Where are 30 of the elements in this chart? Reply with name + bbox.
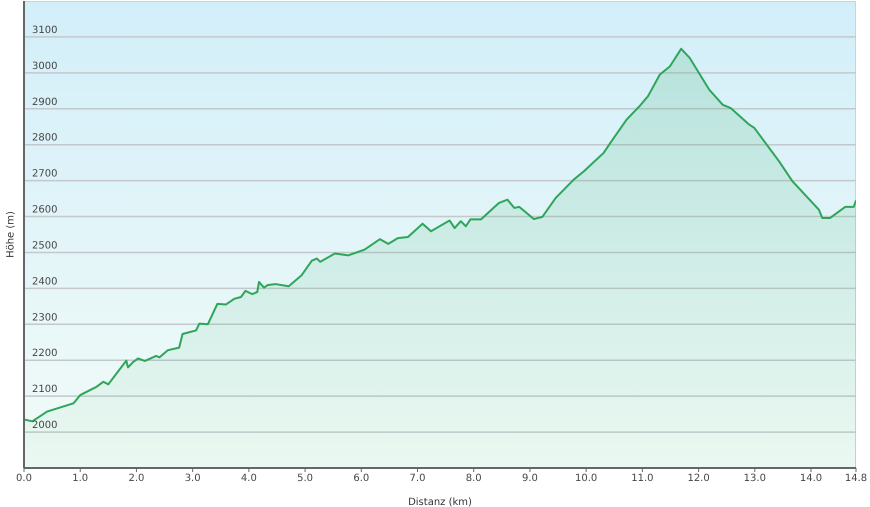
y-tick-label: 2100 — [32, 384, 58, 396]
x-axis-title: Distanz (km) — [408, 497, 472, 507]
y-tick-label: 2800 — [32, 132, 58, 144]
y-tick-label: 2700 — [32, 168, 58, 180]
y-tick-label: 2500 — [32, 240, 58, 252]
x-tick-label: 11.0 — [631, 473, 654, 484]
y-tick-label: 2200 — [32, 348, 58, 360]
y-tick-label: 2000 — [32, 420, 58, 432]
x-tick-label: 12.0 — [687, 473, 710, 484]
x-tick-label: 8.0 — [466, 473, 482, 484]
y-tick-label: 2400 — [32, 276, 58, 288]
y-tick-label: 3000 — [32, 60, 58, 72]
x-tick-label: 13.0 — [744, 473, 766, 484]
x-tick-label: 5.0 — [297, 473, 314, 484]
x-tick-label: 14.8 — [844, 473, 868, 484]
x-tick-label: 6.0 — [353, 473, 370, 484]
x-tick-label: 9.0 — [522, 473, 538, 484]
x-tick-label: 4.0 — [240, 473, 257, 484]
x-tick-label: 10.0 — [575, 473, 598, 484]
y-tick-label: 2600 — [32, 204, 58, 216]
x-tick-label: 14.0 — [800, 473, 822, 484]
x-tick-label: 3.0 — [184, 473, 201, 484]
y-tick-label: 2300 — [32, 312, 58, 324]
x-tick-label: 7.0 — [410, 473, 426, 484]
x-tick-label: 0.0 — [16, 473, 32, 484]
y-tick-label: 2900 — [32, 96, 58, 108]
y-axis-title: Höhe (m) — [6, 210, 17, 258]
y-tick-label: 3100 — [32, 24, 58, 36]
x-tick-label: 1.0 — [72, 473, 88, 484]
x-tick-label: 2.0 — [128, 473, 144, 484]
